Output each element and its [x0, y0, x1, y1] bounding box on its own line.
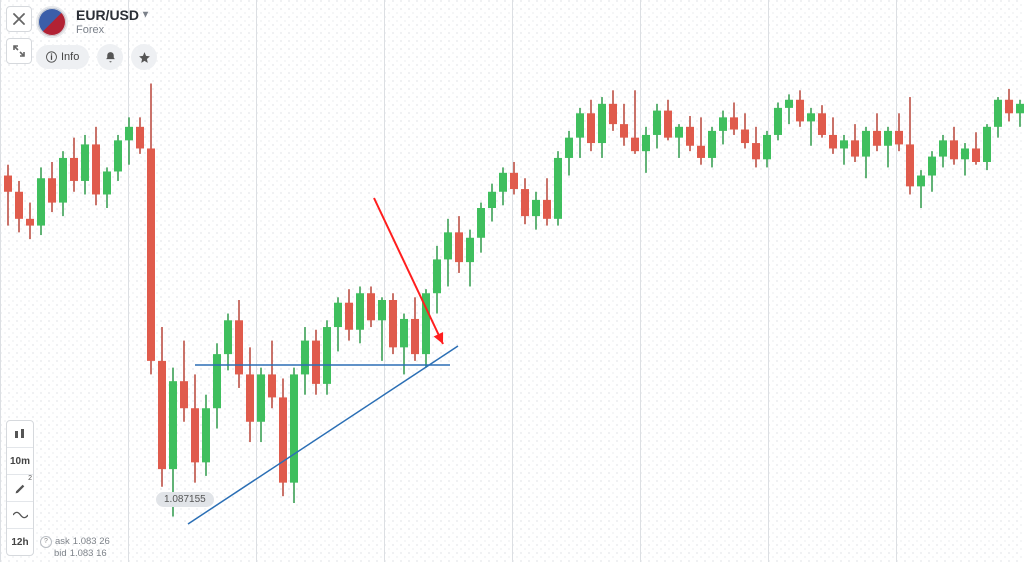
market-label: Forex [76, 24, 148, 37]
candlestick-chart[interactable] [0, 0, 1024, 562]
bid-value: 1.083 16 [70, 548, 107, 559]
indicators-button[interactable] [7, 502, 33, 529]
interval-12h-button[interactable]: 12h [7, 529, 33, 555]
favorite-button[interactable] [131, 44, 157, 70]
info-label: Info [61, 51, 79, 63]
ask-value: 1.083 26 [73, 536, 110, 548]
symbol-name: EUR/USD [76, 7, 139, 24]
price-label: 1.087155 [156, 492, 214, 507]
quote-box: ? ask 1.083 26 bid 1.083 16 [40, 536, 110, 559]
pair-flag-icon [36, 6, 68, 38]
info-button[interactable]: ⓘ Info [36, 45, 89, 69]
close-icon[interactable] [6, 6, 32, 32]
drawings-button[interactable]: 2 [7, 475, 33, 502]
chart-type-button[interactable] [7, 421, 33, 448]
help-icon[interactable]: ? [40, 536, 52, 548]
alerts-button[interactable] [97, 44, 123, 70]
bid-label: bid [54, 548, 67, 559]
fullscreen-icon[interactable] [6, 38, 32, 64]
chevron-down-icon: ▾ [143, 9, 148, 21]
symbol-selector[interactable]: EUR/USD ▾ Forex [76, 7, 148, 37]
ask-label: ask [55, 536, 70, 548]
bottom-toolbar: 10m 2 12h [6, 420, 34, 556]
interval-10m-button[interactable]: 10m [7, 448, 33, 475]
